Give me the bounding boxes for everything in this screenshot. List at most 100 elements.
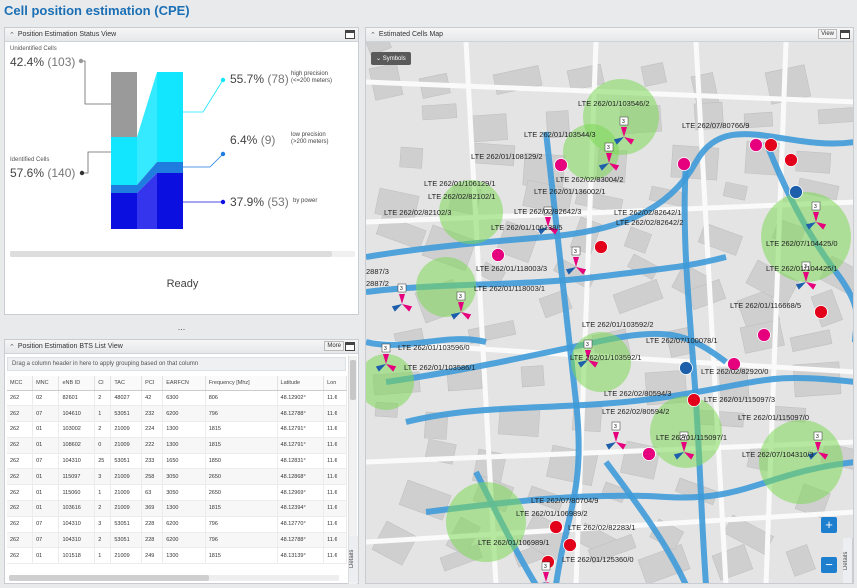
cell-label[interactable]: LTE 262/01/106989/1 — [478, 538, 550, 547]
map-details-tab[interactable]: Details — [843, 538, 853, 583]
cell-label[interactable]: LTE 262/01/103592/2 — [582, 320, 654, 329]
cell-marker[interactable] — [677, 157, 691, 171]
cell-label[interactable]: 2887/2 — [366, 279, 389, 288]
table-row[interactable]: 262 07 104310 2 53051 228 6200 796 48.12788° 11.¢ — [7, 532, 347, 549]
table-row[interactable]: 262 07 104310 3 53051 228 6200 796 48.12770° 11.¢ — [7, 516, 347, 533]
sector-cluster-icon[interactable]: 3 — [565, 246, 587, 275]
cell-marker[interactable] — [594, 240, 608, 254]
table-details-tab[interactable]: Details — [349, 536, 359, 582]
collapse-icon[interactable]: ⌃ — [9, 343, 15, 351]
sector-cluster-icon[interactable]: 3 — [375, 343, 397, 372]
table-row[interactable]: 262 01 103616 2 21009 369 1300 1815 48.12394° 11.… — [7, 500, 347, 517]
sector-cluster-icon[interactable]: 3 — [673, 431, 695, 460]
cell-label[interactable]: LTE 262/01/103592/1 — [570, 353, 642, 362]
cell-label[interactable]: LTE 262/01/136002/1 — [534, 187, 606, 196]
cell-marker[interactable] — [549, 520, 563, 534]
cell-marker[interactable] — [491, 248, 505, 262]
table-row[interactable]: 262 07 104310 25 53051 233 1650 1850 48.12831° 11… — [7, 453, 347, 470]
cell-label[interactable]: LTE 262/01/118003/3 — [476, 264, 547, 273]
cell-marker[interactable] — [784, 153, 798, 167]
zoom-out-button[interactable]: − — [821, 557, 837, 573]
sector-cluster-icon[interactable]: 3 — [450, 291, 472, 320]
cell-marker[interactable] — [687, 393, 701, 407]
group-drop-zone[interactable]: Drag a column header in here to apply gr… — [7, 357, 346, 371]
cell-label[interactable]: LTE 262/02/82642/2 — [616, 218, 683, 227]
cell-marker[interactable] — [563, 538, 577, 552]
cell-label[interactable]: LTE 262/02/80594/2 — [602, 407, 669, 416]
cell-marker[interactable] — [554, 158, 568, 172]
column-header[interactable]: Frequency [Mhz] — [205, 376, 278, 391]
cell-label[interactable]: LTE 262/01/103596/0 — [398, 343, 470, 352]
cell-marker[interactable] — [814, 305, 828, 319]
cell-label[interactable]: LTE 262/02/80594/3 — [604, 389, 671, 398]
cell-label[interactable]: LTE 262/01/125360/0 — [562, 555, 634, 564]
cell-label[interactable]: LTE 262/01/104425/1 — [766, 264, 838, 273]
column-header[interactable]: MNC — [32, 376, 60, 391]
cell-label[interactable]: LTE 262/07/80704/9 — [531, 496, 598, 505]
column-header[interactable]: MCC — [7, 376, 34, 391]
cell-label[interactable]: LTE 262/02/83004/2 — [556, 175, 623, 184]
cell-label[interactable]: LTE 262/02/82920/0 — [701, 367, 768, 376]
cell-label[interactable]: LTE 262/01/108129/2 — [471, 152, 543, 161]
table-row[interactable]: 262 01 115097 3 21009 258 3050 2650 48.12868° 11.… — [7, 468, 347, 486]
table-hscroll-thumb[interactable] — [9, 575, 209, 581]
cell-marker[interactable] — [642, 447, 656, 461]
table-hscroll[interactable] — [9, 575, 339, 581]
maximize-icon[interactable] — [345, 342, 355, 351]
cell-marker[interactable] — [757, 328, 771, 342]
cell-label[interactable]: LTE 262/01/106138/5 — [491, 223, 563, 232]
cell-label[interactable]: LTE 262/07/100078/1 — [646, 336, 718, 345]
column-header[interactable]: PCI — [141, 376, 164, 391]
cell-label[interactable]: LTE 262/01/115097/0 — [738, 413, 809, 422]
cell-label[interactable]: LTE 262/01/118003/1 — [474, 284, 545, 293]
table-row[interactable]: 262 01 108602 0 21009 222 1300 1815 48.12791° 11.… — [7, 437, 347, 454]
cell-marker[interactable] — [727, 357, 741, 371]
column-header[interactable]: Lon — [323, 376, 347, 391]
cell-marker[interactable] — [679, 361, 693, 375]
cell-marker[interactable] — [764, 138, 778, 152]
cell-label[interactable]: LTE 262/01/103546/2 — [578, 99, 650, 108]
table-row[interactable]: 262 02 82601 2 48027 42 6300 806 48.12902° 11.¢ — [7, 390, 347, 407]
cell-label[interactable]: LTE 262/02/82642/3 — [514, 207, 581, 216]
column-header[interactable]: EARFCN — [162, 376, 206, 391]
cell-label[interactable]: LTE 262/07/104425/0 — [766, 239, 838, 248]
table-row[interactable]: 262 01 101518 1 21009 249 1300 1815 48.13139° 11.… — [7, 547, 347, 565]
cell-label[interactable]: LTE 262/01/115097/3 — [704, 395, 775, 404]
sector-cluster-icon[interactable]: 3 — [391, 283, 413, 312]
cell-label[interactable]: LTE 262/07/80766/9 — [682, 121, 749, 130]
cell-label[interactable]: LTE 262/01/115097/1 — [656, 433, 727, 442]
column-header[interactable]: CI — [94, 376, 112, 391]
view-button[interactable]: View — [818, 29, 837, 39]
table-row[interactable]: 262 01 103002 2 21009 224 1300 1815 48.12791° 11.… — [7, 421, 347, 438]
sector-cluster-icon[interactable]: 3 — [577, 339, 599, 368]
sector-cluster-icon[interactable]: 3 — [807, 431, 829, 460]
sector-cluster-icon[interactable]: 3 — [598, 142, 620, 171]
table-vscroll-thumb[interactable] — [350, 360, 356, 400]
cell-label[interactable]: LTE 262/01/103544/3 — [524, 130, 596, 139]
column-header[interactable]: eNB ID — [58, 376, 96, 391]
column-header[interactable]: TAC — [110, 376, 143, 391]
cell-label[interactable]: LTE 262/01/116668/5 — [730, 301, 801, 310]
cell-marker[interactable] — [789, 185, 803, 199]
map-canvas[interactable]: 3 3 3 3 3 3 3 3 3 3 3 3 3 3 LTE 262/01/103546/2 LTE 26… — [366, 42, 854, 584]
sector-cluster-icon[interactable]: 3 — [535, 561, 557, 584]
maximize-icon[interactable] — [345, 30, 355, 39]
column-header[interactable]: Latitude — [277, 376, 325, 391]
table-vscroll[interactable] — [348, 356, 357, 584]
table-row[interactable]: 262 01 115060 1 21009 63 3050 2650 48.12969° 11.¢ — [7, 484, 347, 502]
cell-label[interactable]: LTE 262/02/82102/1 — [428, 192, 495, 201]
collapse-icon[interactable]: ⌃ — [370, 31, 376, 39]
maximize-icon[interactable] — [840, 30, 850, 39]
cell-label[interactable]: LTE 262/01/106129/1 — [424, 179, 496, 188]
sector-cluster-icon[interactable]: 3 — [537, 206, 559, 235]
collapse-icon[interactable]: ⌃ — [9, 31, 15, 39]
symbols-button[interactable]: ⌄ Symbols — [371, 52, 411, 65]
cell-label[interactable]: LTE 262/02/82642/1 — [614, 208, 681, 217]
cell-label[interactable]: LTE 262/02/82102/3 — [384, 208, 451, 217]
cell-marker[interactable] — [749, 138, 763, 152]
cell-label[interactable]: LTE 262/07/104310/3 — [742, 450, 814, 459]
sector-cluster-icon[interactable]: 3 — [805, 201, 827, 230]
cell-label[interactable]: 2887/3 — [366, 267, 389, 276]
zoom-in-button[interactable]: + — [821, 517, 837, 533]
more-button[interactable]: More — [324, 341, 344, 351]
